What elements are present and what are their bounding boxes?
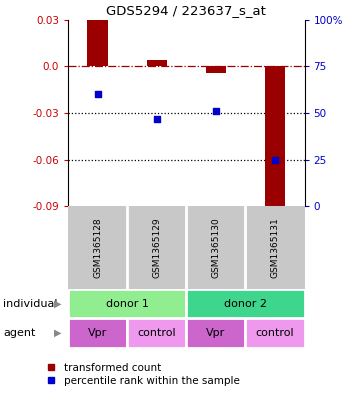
Text: Vpr: Vpr [88,328,107,338]
Bar [187,318,245,348]
Bar [187,289,304,318]
Text: GSM1365130: GSM1365130 [211,217,220,278]
Point [213,108,219,115]
Text: ▶: ▶ [54,328,62,338]
Title: GDS5294 / 223637_s_at: GDS5294 / 223637_s_at [106,4,266,17]
Bar [127,318,186,348]
Legend: transformed count, percentile rank within the sample: transformed count, percentile rank withi… [47,363,240,386]
Point [272,156,278,163]
Bar [88,20,108,66]
Bar [147,60,167,66]
Bar [265,66,285,206]
Text: GSM1365131: GSM1365131 [271,217,279,278]
Text: control: control [256,328,294,338]
Text: control: control [138,328,176,338]
Text: Vpr: Vpr [206,328,225,338]
Text: donor 1: donor 1 [106,299,149,309]
Bar [68,289,187,318]
Text: GSM1365128: GSM1365128 [93,217,102,278]
Bar [205,66,226,73]
Point [154,116,160,122]
Text: GSM1365129: GSM1365129 [152,217,161,278]
Bar [68,318,127,348]
Text: ▶: ▶ [54,299,62,309]
Point [95,91,100,97]
Text: individual: individual [4,299,58,309]
Bar [245,318,304,348]
Text: agent: agent [4,328,36,338]
Text: donor 2: donor 2 [224,299,267,309]
